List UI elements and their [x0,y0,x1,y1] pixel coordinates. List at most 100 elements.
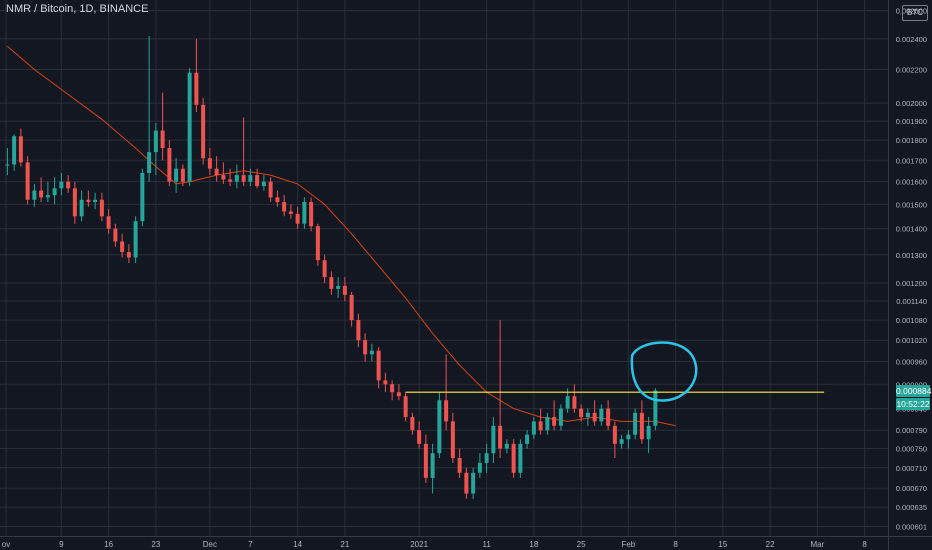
candle-body [484,453,489,463]
candle-body [518,443,523,473]
y-tick-label: 0.001020 [896,336,927,345]
candle-body [612,425,617,444]
candle-body [619,439,624,444]
candle-body [410,417,415,431]
y-tick-label: 0.000601 [896,522,927,531]
candle-body [228,179,233,182]
chart-title: NMR / Bitcoin, 1D, BINANCE [6,3,149,15]
candle-body [255,175,260,187]
candle-body [147,152,152,173]
candle-body [390,384,395,393]
candle-body [558,408,563,426]
candle-body [268,181,273,198]
x-tick-label: 21 [340,540,349,549]
candle-body [282,202,287,212]
y-tick-label: 0.000710 [896,464,927,473]
candle-body [160,130,165,149]
y-tick-label: 0.002200 [896,66,927,75]
candle-body [261,181,266,187]
candle-body [653,390,658,426]
candle-body [626,434,631,440]
candle-body [93,199,98,203]
candle-body [464,472,469,494]
last-price-tag: 0.000884 [896,384,932,397]
y-tick-label: 0.002000 [896,99,927,108]
candle-body [309,202,314,227]
y-tick-label: 0.001700 [896,156,927,165]
candle-body [180,168,185,182]
y-tick-label: 0.002400 [896,35,927,44]
candle-body [214,168,219,176]
candle-body [639,412,644,440]
candle-body [66,181,71,189]
candle-body [417,430,422,444]
candle-body [363,340,368,355]
candle-body [52,188,57,196]
candle-body [336,285,341,289]
candle-body [174,168,179,182]
candle-body [342,285,347,295]
candle-body [153,130,158,153]
y-tick-label: 0.000670 [896,484,927,493]
currency-badge[interactable]: BTC [902,5,928,21]
candle-body [545,417,550,431]
y-tick-label: 0.001080 [896,316,927,325]
x-tick-label: 8 [862,540,867,549]
candle-body [531,421,536,435]
candle-body [450,421,455,459]
candle-body [207,158,212,169]
x-tick-label: Dec [203,540,217,549]
candle-body [592,412,597,422]
candle-body [585,412,590,418]
candle-body [241,175,246,182]
candle-body [59,181,64,189]
x-tick-label: 18 [529,540,538,549]
candle-body [565,396,570,409]
x-tick-label: 15 [718,540,727,549]
candle-body [18,136,23,163]
y-tick-label: 0.001600 [896,178,927,187]
candle-body [187,72,192,182]
candle-body [99,199,104,217]
candle-body [491,425,496,454]
x-tick-label: 23 [151,540,160,549]
candle-body [349,294,354,321]
candle-body [383,380,388,385]
candle-body [79,199,84,217]
y-tick-label: 0.001500 [896,200,927,209]
candle-body [126,252,131,258]
candle-body [396,392,401,397]
candle-body [403,396,408,418]
candle-body [113,228,118,242]
y-tick-label: 0.001200 [896,279,927,288]
x-tick-label: 9 [59,540,64,549]
candle-body [525,434,530,444]
candle-body [302,202,307,224]
y-tick-label: 0.000750 [896,444,927,453]
moving-average-line [7,45,676,427]
candle-body [356,320,361,341]
candle-body [25,162,30,200]
candle-body [552,417,557,426]
candle-body [295,213,300,224]
candle-body [369,350,374,355]
y-tick-label: 0.000635 [896,503,927,512]
candle-body [221,175,226,180]
candle-body [437,400,442,454]
candle-body [444,400,449,422]
candle-body [288,211,293,214]
candle-body [646,425,651,440]
candle-body [12,136,17,165]
annotation-circle [630,341,698,402]
candle-countdown-tag: 10:52:22 [896,397,930,410]
candle-body [167,148,172,182]
x-tick-label: 25 [577,540,586,549]
candle-body [5,164,10,166]
candle-body [579,408,584,418]
candle-body [275,197,280,203]
y-tick-label: 0.002600 [896,7,927,16]
candle-body [32,190,37,200]
candle-body [315,226,320,261]
